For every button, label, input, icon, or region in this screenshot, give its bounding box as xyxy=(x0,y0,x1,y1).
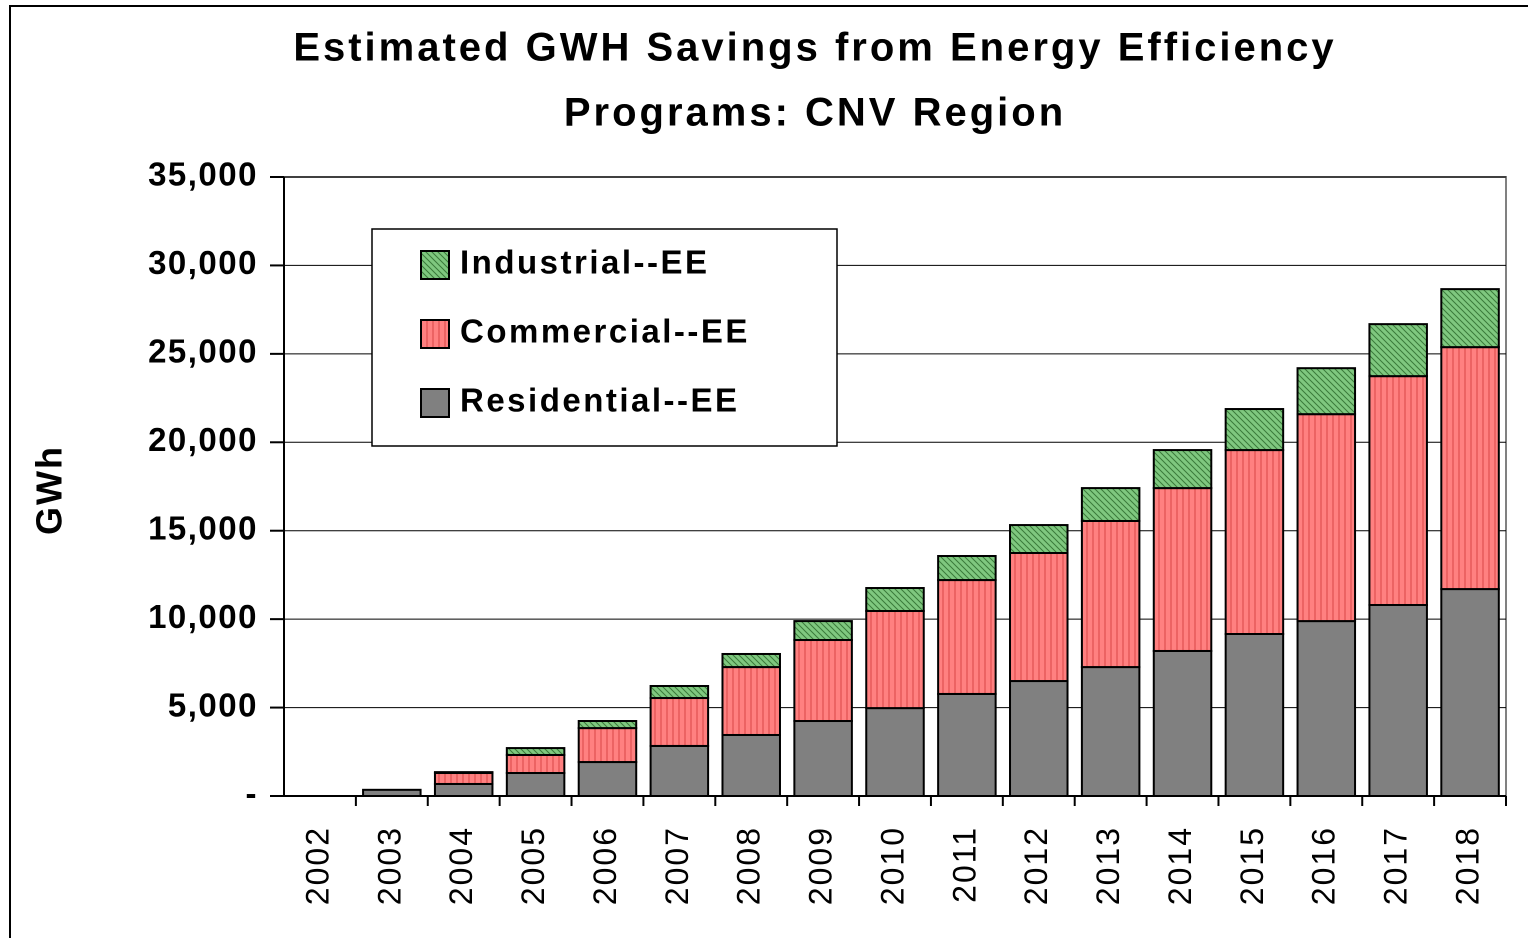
bar-segment xyxy=(649,697,710,747)
x-tick-label: 2011 xyxy=(946,826,982,903)
legend-label: Industrial--EE xyxy=(460,244,710,281)
y-tick-label: 10,000 xyxy=(148,598,258,635)
x-tick-label: 2004 xyxy=(443,826,479,905)
bar-segment xyxy=(721,666,781,736)
bar-segment xyxy=(1080,519,1141,669)
x-tick-label: 2015 xyxy=(1234,826,1270,905)
bar-segment xyxy=(577,727,638,764)
bar-segment xyxy=(1152,487,1213,652)
x-tick-label: 2016 xyxy=(1306,826,1342,905)
bar-segment xyxy=(1440,346,1500,591)
bar-segment xyxy=(865,610,925,710)
bar-segment xyxy=(793,620,853,642)
y-tick-label: - xyxy=(246,775,259,812)
bar-segment xyxy=(1368,603,1428,797)
y-tick-label: 25,000 xyxy=(148,333,258,370)
bar-segment xyxy=(1368,375,1428,606)
x-tick-label: 2007 xyxy=(659,826,695,905)
bar-segment xyxy=(505,753,566,775)
bar-segment xyxy=(1440,288,1500,349)
bar-segment xyxy=(649,684,710,700)
bar-segment xyxy=(1152,649,1213,798)
chart-title: Estimated GWH Savings from Energy Effici… xyxy=(293,26,1336,70)
bar-segment xyxy=(1080,487,1141,522)
x-tick-label: 2014 xyxy=(1162,826,1198,905)
y-tick-label: 30,000 xyxy=(148,244,258,281)
legend-label: Residential--EE xyxy=(460,382,740,419)
bar-segment xyxy=(937,579,997,695)
bar-segment xyxy=(793,720,853,797)
bar-segment xyxy=(865,587,925,613)
bar-segment xyxy=(865,707,925,797)
x-tick-label: 2009 xyxy=(803,826,839,905)
bar-segment xyxy=(577,761,638,798)
legend-swatch xyxy=(420,319,450,349)
y-tick-label: 15,000 xyxy=(148,509,258,546)
legend-label: Commercial--EE xyxy=(460,313,750,350)
x-tick-label: 2018 xyxy=(1450,826,1486,905)
bar-segment xyxy=(433,772,494,785)
bar-segment xyxy=(1009,680,1069,797)
y-tick-label: 20,000 xyxy=(148,421,258,458)
legend-swatch xyxy=(420,250,450,280)
y-axis-label: GWh xyxy=(29,445,70,535)
x-tick-label: 2008 xyxy=(731,826,767,905)
bar-segment xyxy=(505,747,566,756)
bar-segment xyxy=(1224,449,1285,635)
bar-segment xyxy=(721,733,781,798)
bar-segment xyxy=(1009,551,1069,683)
bar-segment xyxy=(505,772,566,797)
bar-segment xyxy=(937,555,997,582)
bar-segment xyxy=(937,692,997,797)
legend-swatch xyxy=(420,388,450,418)
x-tick-label: 2006 xyxy=(587,826,623,905)
bar-segment xyxy=(721,652,781,669)
bar-segment xyxy=(649,744,710,797)
bar-segment xyxy=(577,720,638,730)
bar-segment xyxy=(1440,588,1500,797)
x-tick-label: 2012 xyxy=(1018,826,1054,905)
y-tick-label: 35,000 xyxy=(148,156,258,193)
bar-segment xyxy=(1152,449,1213,490)
bar-segment xyxy=(1080,666,1141,798)
chart-title: Programs: CNV Region xyxy=(564,91,1066,135)
bar-segment xyxy=(1368,323,1428,378)
bar-segment xyxy=(433,771,494,775)
x-tick-label: 2003 xyxy=(371,826,407,905)
bar-segment xyxy=(793,639,853,723)
y-tick-label: 5,000 xyxy=(168,686,258,723)
bar-segment xyxy=(433,782,494,797)
bar-segment xyxy=(1224,632,1285,797)
x-tick-label: 2005 xyxy=(515,826,551,905)
bar-segment xyxy=(1296,367,1357,416)
x-tick-label: 2017 xyxy=(1378,826,1414,905)
bar-segment xyxy=(1224,408,1285,452)
x-tick-label: 2002 xyxy=(299,826,335,905)
bar-segment xyxy=(1296,620,1357,797)
x-tick-label: 2010 xyxy=(874,826,910,905)
bar-segment xyxy=(1296,413,1357,623)
frame xyxy=(9,5,1528,938)
bar-segment xyxy=(362,788,422,797)
x-tick-label: 2013 xyxy=(1090,826,1126,905)
bar-segment xyxy=(1009,524,1069,554)
